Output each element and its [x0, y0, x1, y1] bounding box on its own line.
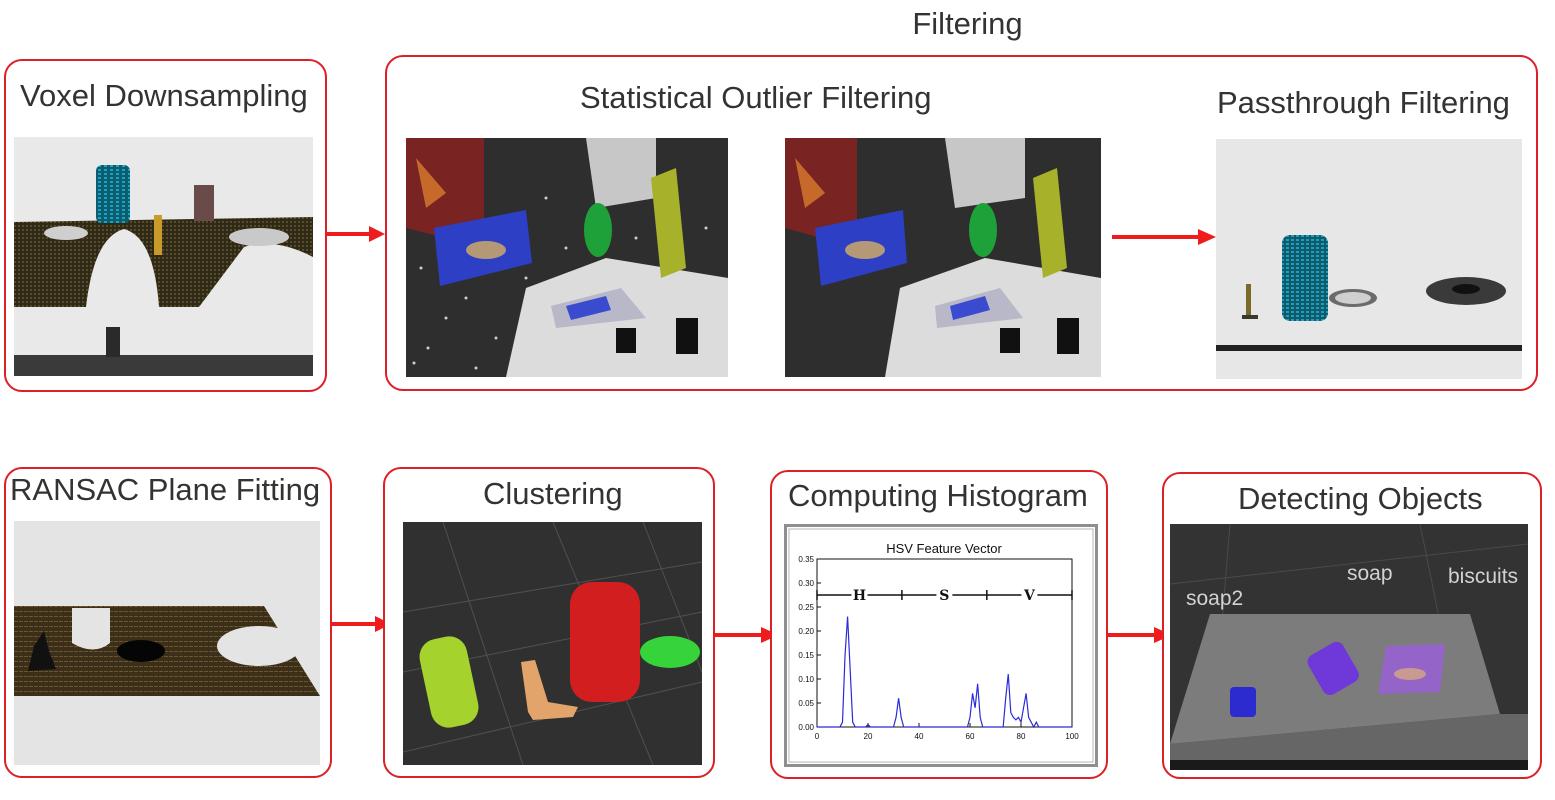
arrow-ransac-to-clustering — [331, 614, 391, 634]
x-tick-label: 100 — [1065, 732, 1079, 741]
arrow-voxel-to-filtering — [327, 224, 385, 244]
y-tick-label: 0.25 — [798, 603, 814, 612]
voxel-downsampling-title: Voxel Downsampling — [20, 78, 308, 113]
object-label-soap2: soap2 — [1186, 587, 1244, 610]
chart-title: HSV Feature Vector — [886, 541, 1002, 556]
x-tick-label: 60 — [966, 732, 975, 741]
ransac-title: RANSAC Plane Fitting — [10, 472, 321, 507]
outlier-filtered-image — [785, 138, 1101, 377]
x-tick-label: 0 — [815, 732, 820, 741]
passthrough-image — [1216, 139, 1522, 379]
filtering-title-text: Filtering — [912, 6, 1023, 41]
statistical-outlier-filtering-title: Statistical Outlier Filtering — [580, 80, 932, 115]
object-label-soap: soap — [1347, 562, 1393, 585]
y-tick-label: 0.05 — [798, 699, 814, 708]
x-tick-label: 20 — [864, 732, 873, 741]
hsv-label-bg — [936, 587, 953, 603]
y-tick-label: 0.10 — [798, 675, 814, 684]
x-tick-label: 80 — [1017, 732, 1026, 741]
hsv-label-bg — [1021, 587, 1038, 603]
y-tick-label: 0.35 — [798, 555, 814, 564]
hsv-channel-label: S — [939, 588, 949, 604]
clustering-title: Clustering — [483, 476, 623, 511]
y-tick-label: 0.30 — [798, 579, 814, 588]
series-line — [817, 616, 1072, 729]
arrow-outlier-to-passthrough — [1112, 227, 1216, 247]
detecting-image — [1170, 524, 1528, 770]
passthrough-filtering-title: Passthrough Filtering — [1217, 85, 1510, 120]
detecting-title: Detecting Objects — [1238, 481, 1483, 516]
hsv-channel-label: V — [1023, 588, 1036, 604]
outlier-noisy-image — [406, 138, 728, 377]
filtering-group-title: Filtering — [0, 6, 1555, 42]
histogram-title: Computing Histogram — [788, 478, 1088, 513]
object-label-biscuits: biscuits — [1448, 565, 1519, 588]
voxel-downsampling-image — [14, 137, 313, 376]
clustering-image — [403, 522, 702, 765]
histogram-chart: HSV Feature Vector 0 20 40 60 80 100 0.00 0.05 0… — [784, 524, 1098, 767]
y-tick-label: 0.20 — [798, 627, 814, 636]
hsv-feature-vector-chart: HSV Feature Vector 0 20 40 60 80 100 0.00 0.05 0… — [784, 524, 1098, 767]
y-tick-label: 0.15 — [798, 651, 814, 660]
x-tick-label: 40 — [915, 732, 924, 741]
ransac-image — [14, 521, 320, 765]
hsv-label-bg — [851, 587, 868, 603]
y-tick-label: 0.00 — [798, 723, 814, 732]
hsv-channel-label: H — [853, 588, 866, 604]
